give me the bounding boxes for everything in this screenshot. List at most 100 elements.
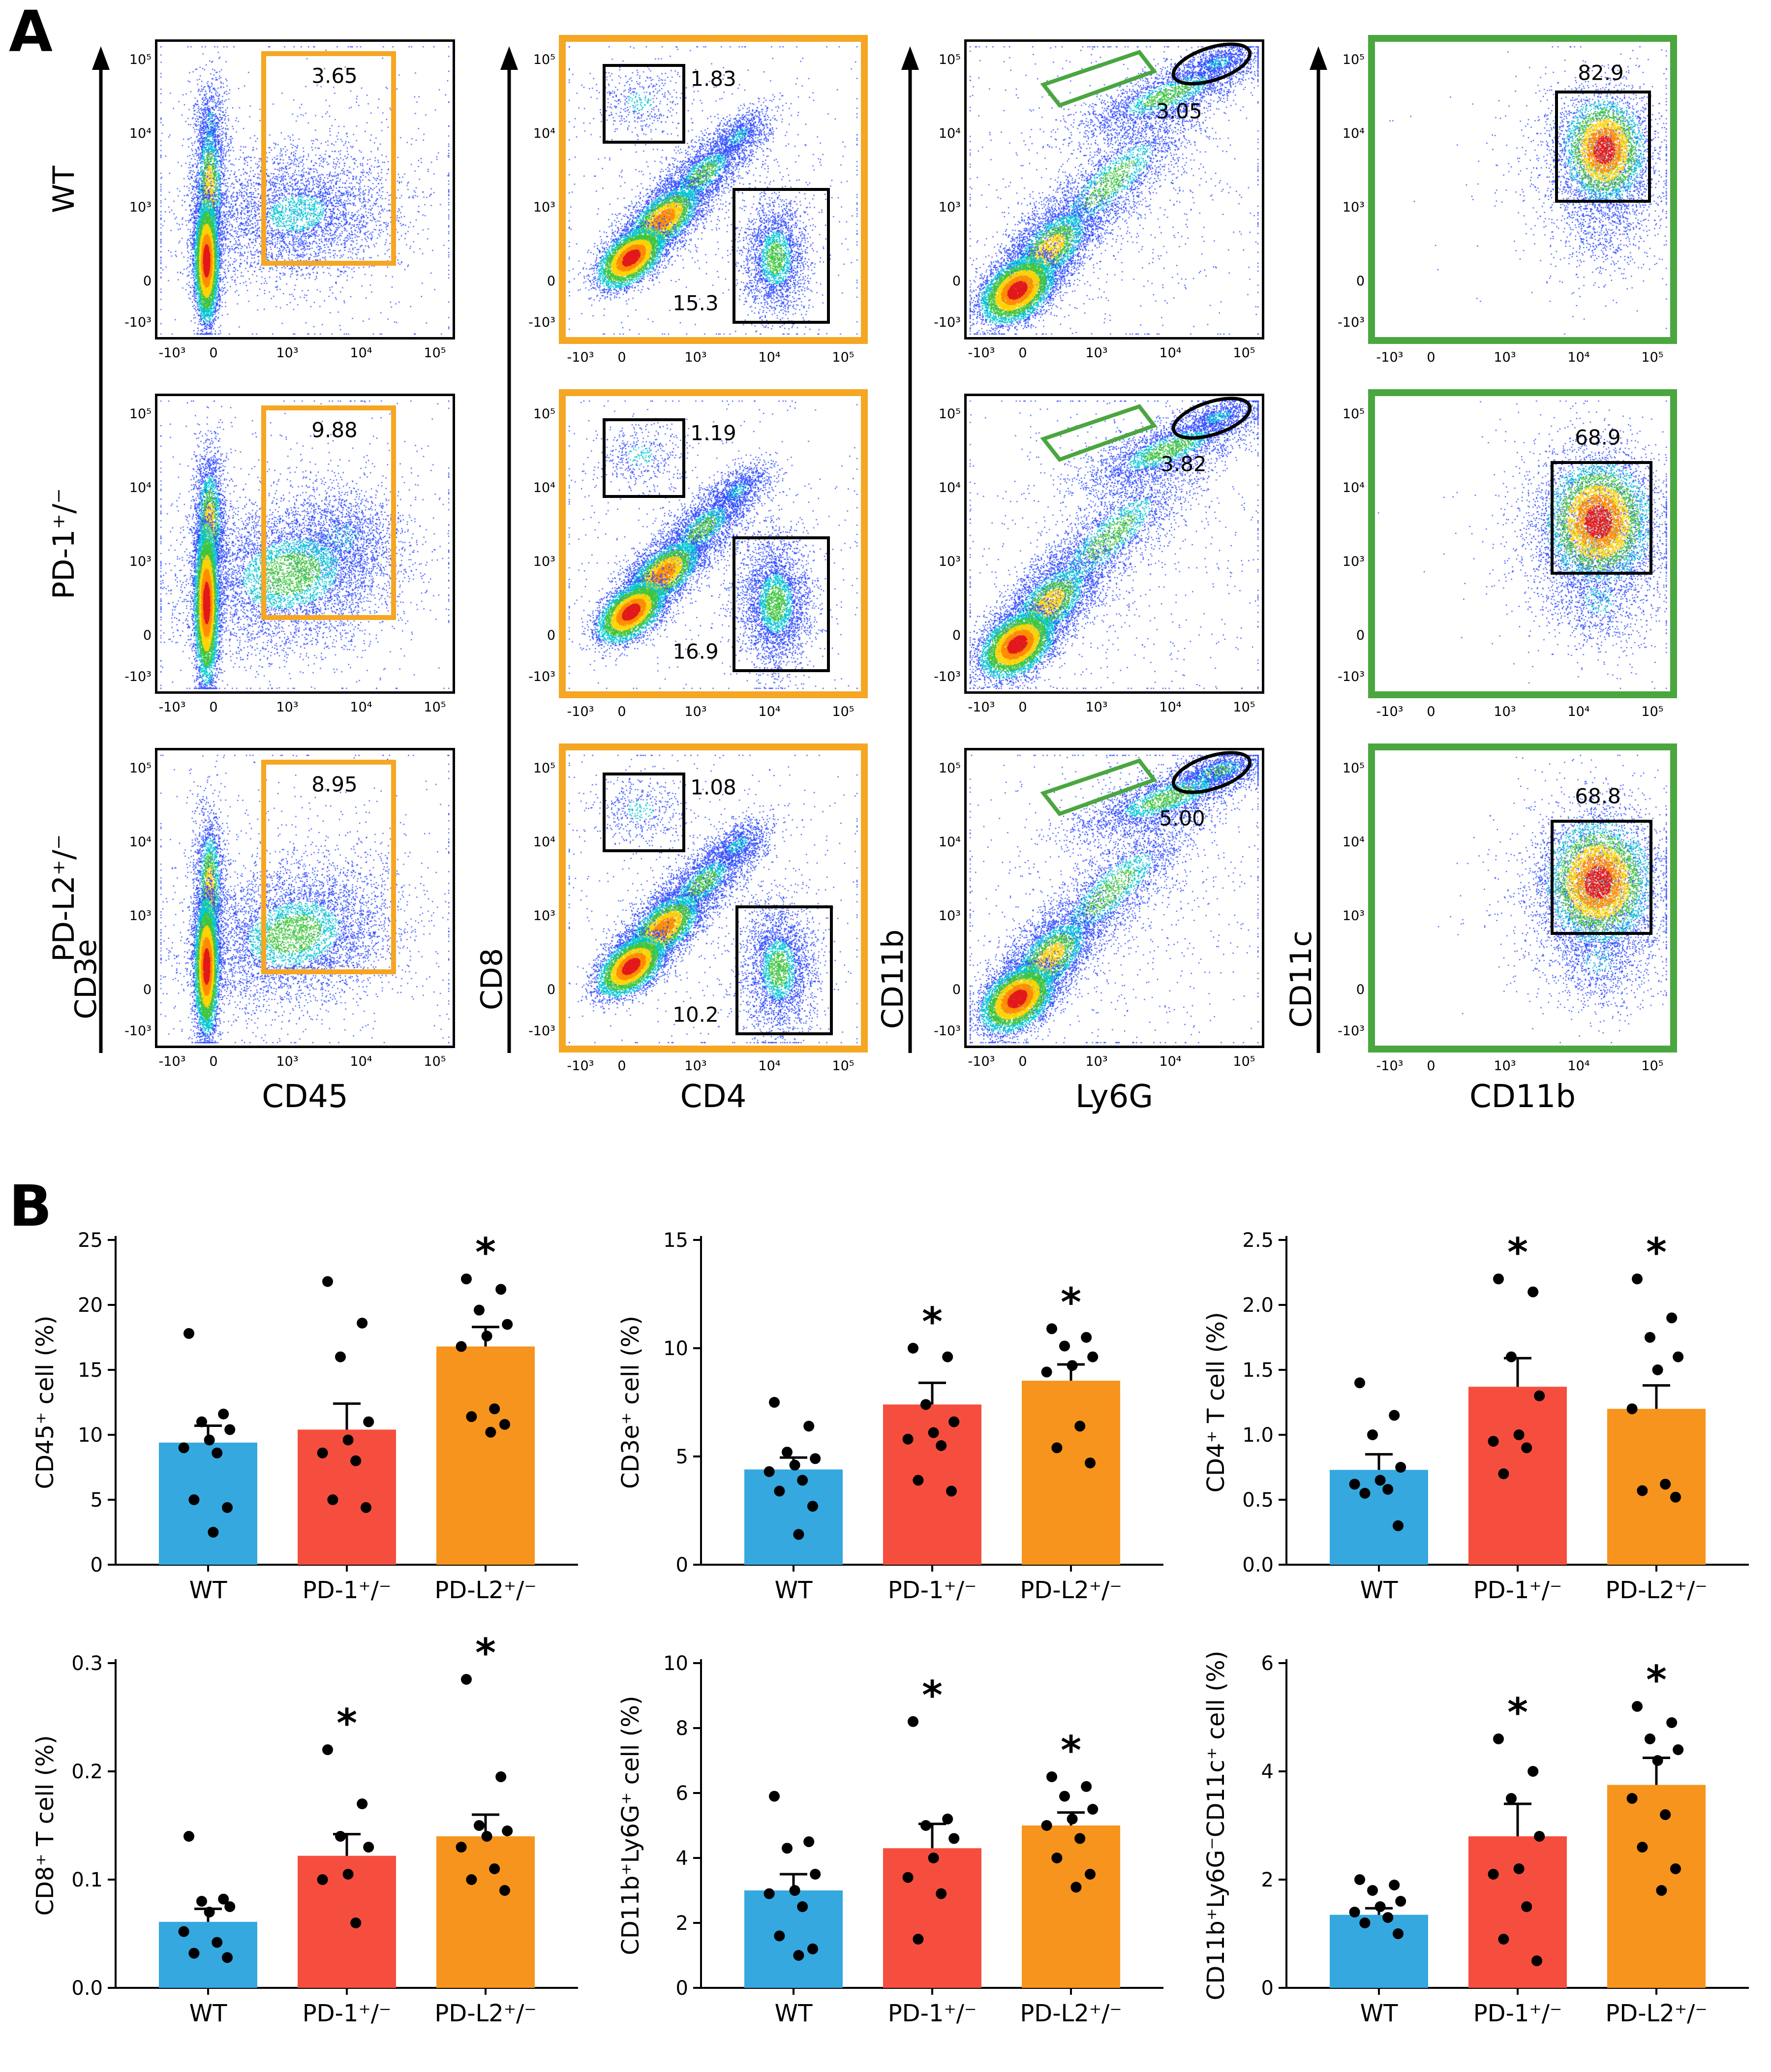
bar-2 <box>436 1836 535 1988</box>
data-point <box>335 1831 346 1842</box>
y-tick-label: 10⁴ <box>533 480 555 495</box>
y-tick-label: 1.5 <box>1242 1359 1274 1382</box>
data-point <box>1041 1366 1052 1378</box>
y-tick-label: 5 <box>676 1446 688 1468</box>
data-point <box>1498 1468 1509 1480</box>
data-point <box>481 1330 492 1342</box>
data-point <box>1051 1853 1063 1863</box>
y-tick-label: 0 <box>676 1554 688 1577</box>
x-tick-label: 10⁵ <box>1233 345 1255 361</box>
data-point <box>1652 1755 1663 1766</box>
data-point <box>1382 1484 1394 1495</box>
flow-y-axis-label: CD11c <box>1284 930 1318 1028</box>
x-tick-label: 10³ <box>684 704 707 719</box>
data-point <box>810 1453 821 1464</box>
data-point <box>322 1744 333 1755</box>
x-category-label: PD-1⁺/⁻ <box>888 1577 977 1604</box>
x-tick-label: 10³ <box>684 1058 707 1074</box>
x-tick-label: 10³ <box>1085 1054 1108 1069</box>
gate-poly-green <box>1040 758 1158 816</box>
y-tick-label: 0 <box>547 628 555 643</box>
data-point <box>1670 1863 1681 1874</box>
x-tick-label: -10³ <box>1376 1058 1404 1074</box>
data-point <box>1389 1410 1400 1421</box>
panel-a-label: A <box>9 0 53 65</box>
gate-overlay <box>261 405 396 620</box>
data-point <box>1074 1421 1086 1432</box>
data-point <box>948 1416 960 1427</box>
data-point <box>1626 1793 1638 1804</box>
x-tick-label: 0 <box>1427 350 1435 365</box>
x-tick-label: 10³ <box>276 1054 299 1069</box>
y-tick-label: 10³ <box>938 554 961 569</box>
y-tick-label: 0 <box>676 1977 688 2000</box>
data-point <box>774 1930 785 1942</box>
y-tick-label: 0 <box>952 982 961 997</box>
y-tick-label: 10⁴ <box>533 126 555 141</box>
y-tick-label: 10⁴ <box>938 480 961 495</box>
data-point <box>1652 1364 1663 1375</box>
x-category-label: PD-L2⁺/⁻ <box>434 1577 536 1604</box>
data-point <box>936 1888 947 1899</box>
density-scatter <box>566 396 861 691</box>
data-point <box>763 1466 775 1477</box>
density-scatter <box>1375 396 1670 691</box>
data-point <box>212 1447 223 1458</box>
scatter-points <box>1041 1771 1099 1893</box>
y-tick-label: 10⁴ <box>938 126 961 141</box>
gate-overlay <box>1555 91 1651 203</box>
bar-chart-3: 0.0 0.1 0.2 0.3 CD8⁺ T cell (%) WT PD-1⁺/⁻ * PD-… <box>31 1630 578 2027</box>
bar-2 <box>1022 1825 1120 1988</box>
x-category-label: PD-1⁺/⁻ <box>1473 2000 1562 2027</box>
data-point <box>1374 1475 1386 1486</box>
y-tick-label: 10³ <box>533 554 555 569</box>
y-tick-label: 10⁴ <box>129 126 152 141</box>
y-tick-label: 0 <box>91 1554 103 1577</box>
y-tick-label: 0 <box>952 628 961 643</box>
data-point <box>1673 1744 1684 1755</box>
density-scatter <box>967 750 1262 1046</box>
x-tick-label: 10³ <box>1085 700 1108 715</box>
flow-y-axis-label: CD11b <box>876 929 910 1029</box>
y-tick-label: 10⁵ <box>129 52 152 67</box>
data-point <box>350 1917 362 1928</box>
significance-asterisk: * <box>1061 1728 1081 1773</box>
data-point <box>1626 1403 1638 1415</box>
y-axis-label: CD45⁺ cell (%) <box>31 1315 59 1489</box>
y-tick-label: -10³ <box>934 669 961 684</box>
scatter-points <box>178 1831 236 1963</box>
x-category-label: PD-L2⁺/⁻ <box>1605 2000 1707 2027</box>
y-tick-label: 0 <box>547 982 555 997</box>
data-point <box>1660 1809 1671 1820</box>
gate-rect-orange <box>261 760 396 974</box>
x-category-label: PD-1⁺/⁻ <box>888 2000 977 2027</box>
bar-0 <box>1330 1470 1428 1565</box>
density-scatter <box>157 750 453 1046</box>
data-point <box>928 1853 939 1863</box>
y-tick-label: 0 <box>952 274 961 289</box>
data-point <box>222 1502 233 1513</box>
x-tick-label: 0 <box>617 704 626 719</box>
x-tick-label: 10⁴ <box>758 350 781 365</box>
bar-2 <box>1022 1381 1120 1565</box>
y-tick-label: -10³ <box>124 315 152 330</box>
data-point <box>769 1791 780 1802</box>
data-point <box>1670 1491 1681 1503</box>
flow-plot-row0-cd45-cd3e: 3.65 <box>155 39 455 340</box>
x-category-label: WT <box>189 1577 227 1604</box>
x-tick-label: 10⁵ <box>832 1058 855 1074</box>
x-tick-label: 10⁴ <box>350 1054 372 1069</box>
y-tick-label: 10 <box>663 1337 688 1360</box>
y-tick-label: 10⁴ <box>129 480 152 495</box>
y-tick-label: 15 <box>78 1359 103 1382</box>
flow-plot-row2-cd11b-cd11c: 68.8 <box>1368 743 1677 1052</box>
gate-overlay <box>603 64 830 324</box>
y-tick-label: 1.0 <box>1242 1424 1274 1447</box>
y-tick-label: 10⁵ <box>533 406 555 422</box>
x-tick-label: 0 <box>209 700 218 715</box>
x-category-label: PD-1⁺/⁻ <box>1473 1577 1562 1604</box>
gate-percentage: 9.88 <box>311 418 358 442</box>
bar-chart-4: 0 2 4 6 8 10 CD11b⁺Ly6G⁺ cell (%) WT PD-1⁺/⁻ * PD-… <box>617 1652 1163 2027</box>
scatter-points <box>178 1328 236 1538</box>
y-tick-label: -10³ <box>124 669 152 684</box>
